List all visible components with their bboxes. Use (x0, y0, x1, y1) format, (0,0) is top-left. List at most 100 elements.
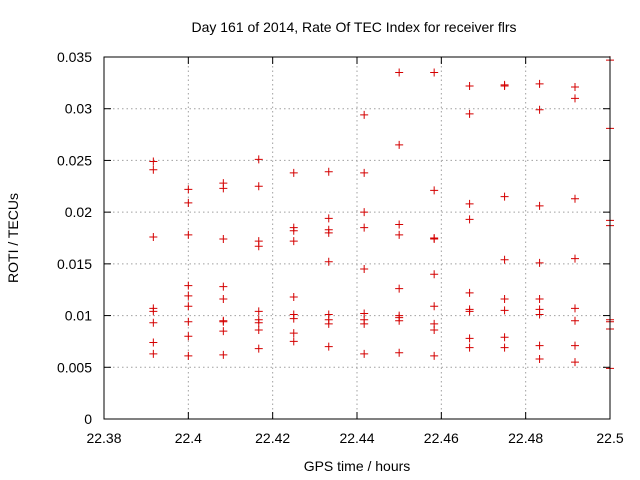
y-tick-label: 0.035 (57, 49, 92, 65)
data-point (184, 332, 193, 341)
data-point (430, 302, 439, 311)
data-point (430, 351, 439, 360)
x-tick-label: 22.44 (339, 430, 374, 446)
data-point (219, 184, 228, 193)
y-tick-label: 0.03 (65, 101, 92, 117)
data-point (219, 350, 228, 359)
x-tick-label: 22.46 (424, 430, 459, 446)
x-tick-label: 22.4 (175, 430, 202, 446)
data-point (289, 168, 298, 177)
data-point (395, 140, 404, 149)
data-point (465, 307, 474, 316)
data-point (535, 295, 544, 304)
data-point (395, 316, 404, 325)
data-point (465, 343, 474, 352)
data-points (149, 56, 614, 373)
data-point (571, 358, 580, 367)
data-point (360, 319, 369, 328)
data-point (535, 79, 544, 88)
data-point (289, 329, 298, 338)
data-point (360, 110, 369, 119)
data-point (289, 337, 298, 346)
data-point (149, 338, 158, 347)
data-point (395, 284, 404, 293)
data-point (254, 242, 263, 251)
data-point (324, 167, 333, 176)
x-tick-label: 22.5 (596, 430, 623, 446)
data-point (289, 292, 298, 301)
data-point (149, 157, 158, 166)
x-axis-label: GPS time / hours (304, 458, 411, 474)
plot-frame (103, 56, 611, 420)
data-point (254, 344, 263, 353)
data-point (395, 230, 404, 239)
x-tick-label: 22.42 (255, 430, 290, 446)
data-point (535, 341, 544, 350)
data-point (500, 343, 509, 352)
data-point (184, 351, 193, 360)
y-tick-label: 0.015 (57, 256, 92, 272)
y-tick-label: 0 (84, 411, 92, 427)
data-point (184, 302, 193, 311)
data-point (254, 182, 263, 191)
data-point (571, 194, 580, 203)
data-point (465, 81, 474, 90)
data-point (535, 310, 544, 319)
data-point (430, 270, 439, 279)
data-point (289, 226, 298, 235)
y-tick-label: 0.02 (65, 204, 92, 220)
data-point (254, 307, 263, 316)
data-point (395, 68, 404, 77)
data-point (289, 314, 298, 323)
y-axis-label: ROTI / TECUs (5, 193, 21, 283)
data-point (465, 109, 474, 118)
data-point (571, 341, 580, 350)
data-point (184, 198, 193, 207)
data-point (395, 220, 404, 229)
data-point (535, 355, 544, 364)
y-tick-label: 0.01 (65, 308, 92, 324)
data-point (395, 348, 404, 357)
data-point (184, 281, 193, 290)
data-point (324, 342, 333, 351)
x-tick-label: 22.48 (508, 430, 543, 446)
data-point (500, 295, 509, 304)
data-point (535, 258, 544, 267)
data-point (500, 333, 509, 342)
data-point (254, 326, 263, 335)
data-point (289, 237, 298, 246)
data-point (571, 254, 580, 263)
data-point (571, 82, 580, 91)
data-point (219, 295, 228, 304)
grid-lines (104, 57, 610, 419)
data-point (500, 81, 509, 90)
data-point (500, 255, 509, 264)
x-tick-label: 22.38 (86, 430, 121, 446)
data-point (465, 288, 474, 297)
data-point (219, 235, 228, 244)
data-point (149, 307, 158, 316)
data-point (184, 317, 193, 326)
data-point (430, 326, 439, 335)
data-point (254, 155, 263, 164)
data-point (149, 232, 158, 241)
x-tick-labels: 22.38 22.4 22.42 22.44 22.46 22.48 22.5 (86, 430, 623, 446)
data-point (184, 291, 193, 300)
data-point (535, 201, 544, 210)
data-point (430, 235, 439, 244)
data-point (184, 185, 193, 194)
data-point (465, 215, 474, 224)
data-point (571, 316, 580, 325)
data-point (360, 208, 369, 217)
data-point (360, 223, 369, 232)
data-point (149, 165, 158, 174)
data-point (465, 199, 474, 208)
data-point (535, 105, 544, 114)
data-point (324, 319, 333, 328)
data-point (219, 317, 228, 326)
data-point (219, 282, 228, 291)
data-point (430, 68, 439, 77)
data-point (184, 230, 193, 239)
data-point (571, 94, 580, 103)
data-point (430, 186, 439, 195)
